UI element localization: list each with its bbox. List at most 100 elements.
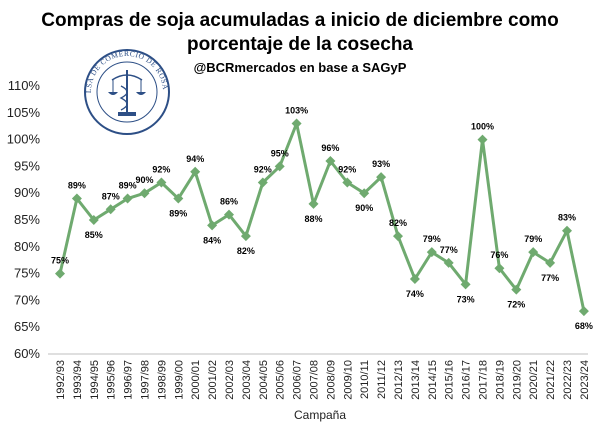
data-label: 75% — [51, 256, 69, 266]
data-label: 92% — [338, 164, 356, 174]
y-tick-label: 75% — [14, 266, 40, 281]
data-point — [240, 231, 251, 242]
x-tick-label: 2000/01 — [190, 360, 202, 400]
data-point — [477, 134, 488, 145]
x-tick-label: 2017/18 — [478, 360, 490, 400]
y-tick-label: 105% — [7, 105, 41, 120]
data-label: 90% — [355, 203, 373, 213]
data-point — [291, 118, 302, 129]
data-point — [207, 220, 218, 231]
x-tick-label: 1992/93 — [55, 360, 67, 400]
x-tick-label: 1994/95 — [89, 360, 101, 400]
x-tick-label: 1998/99 — [156, 360, 168, 400]
data-point — [359, 188, 370, 199]
data-point — [460, 279, 471, 290]
chart-title-line-1: Compras de soja acumuladas a inicio de d… — [41, 10, 558, 31]
x-tick-label: 2004/05 — [258, 360, 270, 400]
x-tick-label: 2015/16 — [444, 360, 456, 400]
data-label: 83% — [558, 213, 576, 223]
x-tick-label: 2019/20 — [511, 360, 523, 400]
data-label: 79% — [423, 234, 441, 244]
data-point — [88, 215, 99, 225]
data-label: 90% — [135, 175, 153, 185]
y-tick-label: 65% — [14, 319, 40, 334]
data-label: 82% — [389, 218, 407, 228]
data-label: 88% — [304, 214, 322, 224]
x-axis: 1992/93 1993/94 1994/95 1995/96 1996/97 1997/… — [55, 360, 591, 400]
data-label: 103% — [285, 106, 308, 116]
data-label: 82% — [237, 246, 255, 256]
data-point — [190, 166, 201, 177]
data-point — [308, 198, 319, 209]
x-tick-label: 2010/11 — [359, 360, 371, 399]
x-tick-label: 1999/00 — [173, 360, 185, 400]
data-point — [224, 209, 234, 220]
data-markers — [55, 118, 589, 317]
y-axis: 60% 65% 70% 75% 80% 85% 90% 95% 100% 105% 110% — [7, 78, 41, 361]
data-label: 74% — [406, 289, 424, 299]
data-label: 89% — [169, 209, 187, 219]
data-point — [528, 247, 539, 258]
data-point — [325, 156, 336, 167]
data-point — [545, 257, 556, 268]
x-tick-label: 2020/21 — [528, 360, 540, 400]
data-point — [55, 268, 65, 279]
data-point — [173, 193, 184, 204]
data-point — [494, 263, 505, 274]
x-tick-label: 2006/07 — [292, 360, 304, 400]
data-point — [156, 177, 167, 188]
data-label: 85% — [85, 230, 103, 240]
data-label: 89% — [119, 181, 137, 191]
data-point — [443, 257, 454, 268]
y-tick-label: 95% — [14, 158, 40, 173]
data-label: 77% — [440, 245, 458, 255]
data-label: 79% — [524, 234, 542, 244]
y-tick-label: 110% — [8, 78, 41, 93]
x-tick-label: 2021/22 — [545, 360, 557, 400]
x-tick-label: 1993/94 — [72, 360, 84, 400]
data-label: 92% — [254, 164, 272, 174]
data-label: 95% — [271, 148, 289, 158]
y-tick-label: 80% — [14, 239, 40, 254]
data-point — [139, 188, 150, 199]
chart-subtitle: @BCRmercados en base a SAGyP — [194, 60, 407, 75]
data-point — [376, 172, 387, 183]
chart-title-line-2: porcentaje de la cosecha — [187, 34, 413, 55]
data-point — [105, 204, 116, 215]
data-label: 100% — [471, 122, 494, 132]
x-tick-label: 2018/19 — [494, 360, 506, 400]
data-point — [409, 273, 420, 284]
data-label: 73% — [457, 294, 475, 304]
x-tick-label: 2013/14 — [410, 360, 422, 400]
data-point — [257, 177, 268, 188]
data-point — [393, 231, 403, 242]
data-labels: 75%89%85%87%89%90%92%89%94%84%86%82%92%9… — [51, 106, 593, 332]
data-point — [122, 193, 133, 204]
data-label: 77% — [541, 273, 559, 283]
data-label: 72% — [507, 300, 525, 310]
x-tick-label: 1996/97 — [123, 360, 135, 400]
data-point — [342, 177, 353, 188]
y-tick-label: 100% — [7, 132, 41, 147]
data-label: 86% — [220, 197, 238, 207]
x-tick-label: 2012/13 — [393, 360, 405, 400]
x-tick-label: 1995/96 — [106, 360, 118, 400]
data-label: 89% — [68, 181, 86, 191]
data-label: 84% — [203, 235, 221, 245]
data-point — [426, 247, 437, 258]
x-tick-label: 2008/09 — [325, 360, 337, 400]
data-point — [578, 306, 589, 317]
data-label: 87% — [102, 191, 120, 201]
x-tick-label: 1997/98 — [140, 360, 152, 400]
x-tick-label: 2001/02 — [207, 360, 219, 400]
data-label: 93% — [372, 159, 390, 169]
x-axis-title: Campaña — [294, 408, 346, 422]
x-tick-label: 2011/12 — [376, 360, 388, 399]
data-point — [274, 161, 285, 172]
x-tick-label: 2003/04 — [241, 360, 253, 400]
x-tick-label: 2014/15 — [427, 360, 439, 400]
data-label: 92% — [152, 164, 170, 174]
x-tick-label: 2022/23 — [562, 360, 574, 400]
data-label: 76% — [490, 250, 508, 260]
